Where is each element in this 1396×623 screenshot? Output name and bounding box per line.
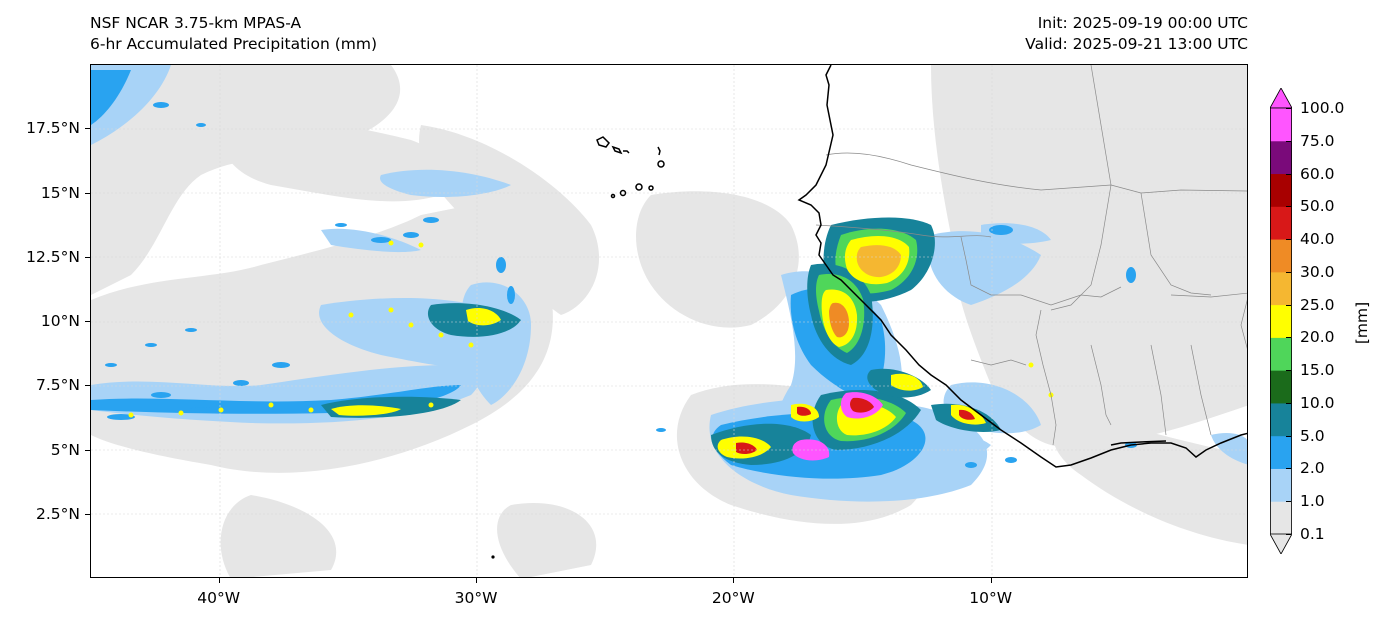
colorbar-level-label: 50.0 (1300, 197, 1335, 216)
init-time: Init: 2025-09-19 00:00 UTC (1037, 14, 1248, 32)
gridlines (91, 65, 1247, 577)
lon-tick-mark (218, 578, 220, 583)
lat-tick-label: 10°N (40, 312, 80, 330)
colorbar-tick (1286, 534, 1291, 535)
colorbar-level-label: 10.0 (1300, 393, 1335, 412)
colorbar-level-label: 20.0 (1300, 328, 1335, 347)
colorbar-tick (1286, 173, 1291, 175)
colorbar-level-label: 15.0 (1300, 361, 1335, 380)
colorbar-level-label: 1.0 (1300, 492, 1325, 511)
lat-tick-mark (85, 256, 90, 258)
colorbar-segment (1270, 337, 1292, 371)
lat-tick-label: 15°N (40, 183, 80, 202)
colorbar-level-label: 2.0 (1300, 459, 1325, 478)
valid-time: Valid: 2025-09-21 13:00 UTC (1025, 35, 1248, 53)
isolated-islet (491, 555, 495, 559)
colorbar-tick (1286, 271, 1291, 273)
colorbar-level-label: 0.1 (1300, 525, 1325, 543)
cape-verde-islands (596, 136, 665, 199)
colorbar-segment (1270, 501, 1292, 535)
colorbar-segment (1270, 402, 1292, 437)
colorbar-segment (1270, 206, 1292, 240)
lon-tick-label: 30°W (454, 589, 498, 607)
colorbar-segment (1270, 140, 1292, 175)
lat-tick-label: 17.5°N (26, 119, 80, 138)
heavy-precip-areas (331, 235, 986, 461)
colorbar-level-label: 75.0 (1300, 131, 1335, 150)
colorbar-extend-high (1270, 88, 1292, 109)
title-block-right: Init: 2025-09-19 00:00 UTC Valid: 2025-0… (1025, 13, 1248, 55)
colorbar-tick (1286, 337, 1291, 339)
colorbar-tick (1286, 501, 1291, 503)
colorbar-segment (1270, 468, 1292, 502)
title-block-left: NSF NCAR 3.75-km MPAS-A 6-hr Accumulated… (90, 13, 377, 55)
colorbar-segment (1270, 435, 1292, 469)
colorbar-tick (1286, 206, 1291, 208)
colorbar-segment (1270, 271, 1292, 306)
lat-tick-label: 5°N (50, 440, 80, 459)
colorbar-level-label: 25.0 (1300, 295, 1335, 314)
lon-tick-mark (990, 578, 992, 583)
map-canvas (91, 65, 1247, 577)
lat-tick-mark (85, 128, 90, 130)
lon-tick-label: 40°W (197, 589, 241, 607)
colorbar-segment (1270, 304, 1292, 338)
lon-tick-label: 20°W (711, 589, 755, 607)
model-title: NSF NCAR 3.75-km MPAS-A (90, 14, 302, 32)
colorbar-tick (1286, 108, 1291, 109)
colorbar-border (1270, 107, 1292, 535)
colorbar-tick (1286, 140, 1291, 142)
lon-tick-mark (733, 578, 735, 583)
colorbar-tick (1286, 435, 1291, 437)
colorbar-tick (1286, 402, 1291, 404)
field-title: 6-hr Accumulated Precipitation (mm) (90, 35, 377, 53)
lat-tick-label: 12.5°N (26, 247, 80, 266)
colorbar-extend-low (1270, 533, 1292, 554)
precipitation-map (90, 64, 1248, 578)
lon-tick-label: 10°W (969, 589, 1013, 607)
lat-tick-label: 2.5°N (36, 504, 80, 523)
lon-tick-mark (476, 578, 477, 583)
colorbar-level-label: 30.0 (1300, 262, 1335, 281)
lat-tick-mark (85, 192, 90, 194)
colorbar-level-label: 40.0 (1300, 230, 1335, 249)
colorbar-segment (1270, 108, 1292, 142)
colorbar-tick (1286, 239, 1291, 241)
lat-tick-mark (85, 513, 90, 515)
colorbar-segment (1270, 370, 1292, 404)
trace-precip-areas (91, 65, 1247, 577)
colorbar-tick (1286, 304, 1291, 306)
colorbar-segment (1270, 173, 1292, 207)
colorbar-segment (1270, 239, 1292, 273)
scattered-cells (105, 102, 1137, 468)
colorbar-tick (1286, 468, 1291, 470)
lat-tick-mark (85, 449, 90, 451)
lat-tick-label: 7.5°N (36, 376, 80, 395)
lat-tick-mark (85, 321, 90, 322)
colorbar-level-label: 60.0 (1300, 164, 1335, 183)
colorbar-level-label: 5.0 (1300, 426, 1325, 445)
colorbar-tick (1286, 370, 1291, 372)
colorbar-units: [mm] (1353, 301, 1371, 345)
colorbar (1270, 88, 1292, 554)
lat-tick-mark (85, 385, 90, 387)
country-borders (815, 65, 1247, 446)
coastline (797, 65, 1247, 468)
colorbar-level-label: 100.0 (1300, 99, 1345, 117)
